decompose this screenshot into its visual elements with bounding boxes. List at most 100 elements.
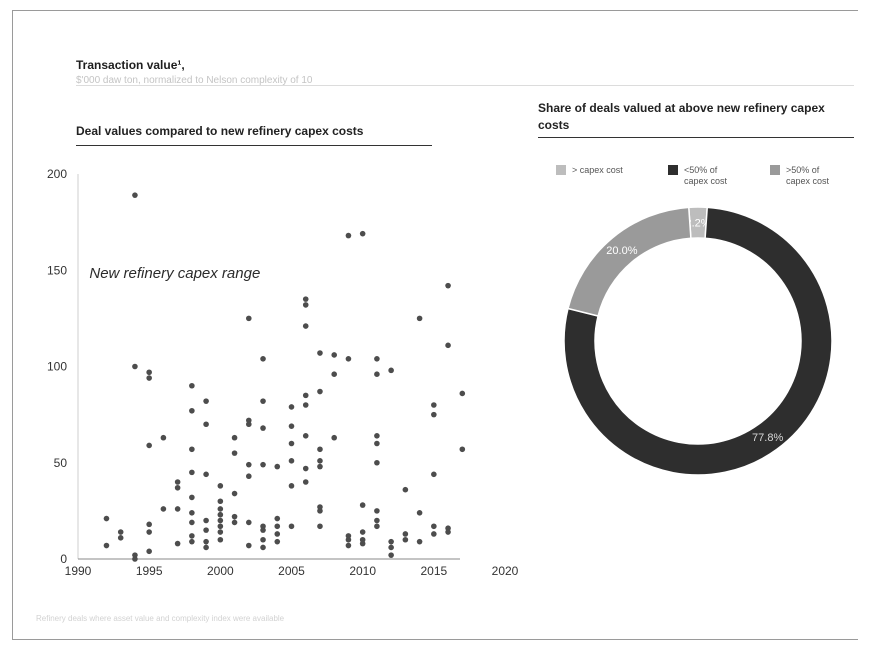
data-point	[203, 471, 209, 478]
donut-slice	[563, 206, 833, 476]
data-point	[431, 402, 437, 408]
data-point	[146, 521, 152, 528]
data-point	[231, 490, 238, 497]
data-point	[217, 523, 224, 530]
data-point	[331, 352, 338, 358]
data-point	[388, 538, 394, 545]
data-point	[345, 232, 352, 239]
x-tick-label: 2010	[349, 564, 376, 578]
data-point	[103, 542, 110, 549]
data-point	[317, 523, 323, 530]
data-point	[431, 523, 437, 530]
data-point	[374, 433, 380, 439]
data-point	[402, 536, 409, 543]
data-point	[246, 417, 252, 424]
header-rule	[76, 85, 854, 86]
data-point	[174, 484, 181, 491]
data-point	[445, 282, 451, 289]
donut-title-rule	[538, 137, 854, 138]
data-point	[331, 434, 338, 441]
data-point	[246, 473, 252, 480]
data-point	[302, 302, 309, 308]
data-point	[431, 411, 437, 418]
data-point	[288, 423, 295, 429]
y-tick-label: 200	[47, 167, 67, 181]
data-point	[189, 446, 195, 453]
data-point	[317, 504, 323, 510]
x-tick-label: 2000	[207, 564, 234, 578]
data-point	[260, 536, 266, 543]
data-point	[189, 382, 195, 389]
data-point	[317, 446, 323, 453]
data-point	[459, 390, 466, 397]
data-point	[359, 230, 366, 237]
data-point	[231, 434, 238, 441]
data-point	[174, 479, 181, 485]
data-point	[217, 511, 224, 518]
data-point	[246, 542, 252, 549]
data-point	[203, 421, 209, 428]
data-point	[359, 502, 366, 508]
data-point	[132, 192, 138, 198]
data-point	[402, 486, 409, 493]
data-point	[374, 356, 380, 362]
data-point	[132, 552, 138, 558]
data-point	[445, 529, 451, 535]
data-point	[217, 498, 224, 505]
donut-data-label: 77.8%	[752, 432, 783, 444]
data-point	[132, 363, 138, 370]
data-point	[203, 517, 209, 524]
data-point	[203, 538, 209, 545]
data-point	[260, 398, 266, 404]
data-point	[317, 350, 323, 356]
data-point	[402, 531, 409, 537]
legend-label: <50% of capex cost	[684, 165, 728, 186]
data-point	[246, 315, 252, 322]
data-point	[359, 540, 366, 547]
scatter-title: Deal values compared to new refinery cap…	[76, 124, 364, 138]
data-point	[288, 483, 295, 489]
data-point	[117, 535, 124, 541]
data-point	[388, 367, 394, 374]
data-point	[388, 544, 394, 551]
data-point	[246, 461, 252, 468]
data-point	[260, 461, 266, 468]
data-point	[132, 556, 138, 562]
data-point	[246, 421, 252, 428]
legend-swatch	[556, 165, 566, 175]
donut-data-label: 20.0%	[606, 245, 637, 257]
data-point	[146, 529, 152, 535]
data-point	[345, 542, 352, 549]
data-point	[374, 508, 380, 514]
data-point	[459, 446, 466, 453]
x-tick-label: 1995	[136, 564, 163, 578]
data-point	[160, 434, 167, 441]
data-point	[374, 517, 380, 524]
data-point	[189, 494, 195, 501]
data-point	[217, 517, 224, 524]
data-point	[431, 531, 437, 537]
data-point	[217, 506, 224, 512]
x-tick-label: 1990	[65, 564, 92, 578]
data-point	[174, 540, 181, 547]
legend-swatch	[770, 165, 780, 175]
data-point	[374, 459, 380, 466]
data-point	[189, 519, 195, 526]
data-point	[189, 510, 195, 516]
data-point	[317, 463, 323, 470]
data-point	[189, 469, 195, 476]
y-tick-label: 150	[47, 263, 67, 277]
data-point	[445, 342, 451, 349]
data-point	[260, 425, 266, 431]
data-point	[416, 538, 423, 545]
data-point	[345, 536, 352, 543]
data-point	[103, 515, 110, 522]
data-point	[302, 402, 309, 408]
data-point	[217, 529, 224, 535]
data-point	[416, 510, 423, 516]
data-point	[189, 538, 195, 545]
data-point	[431, 471, 437, 478]
data-point	[317, 458, 323, 464]
data-point	[189, 533, 195, 539]
